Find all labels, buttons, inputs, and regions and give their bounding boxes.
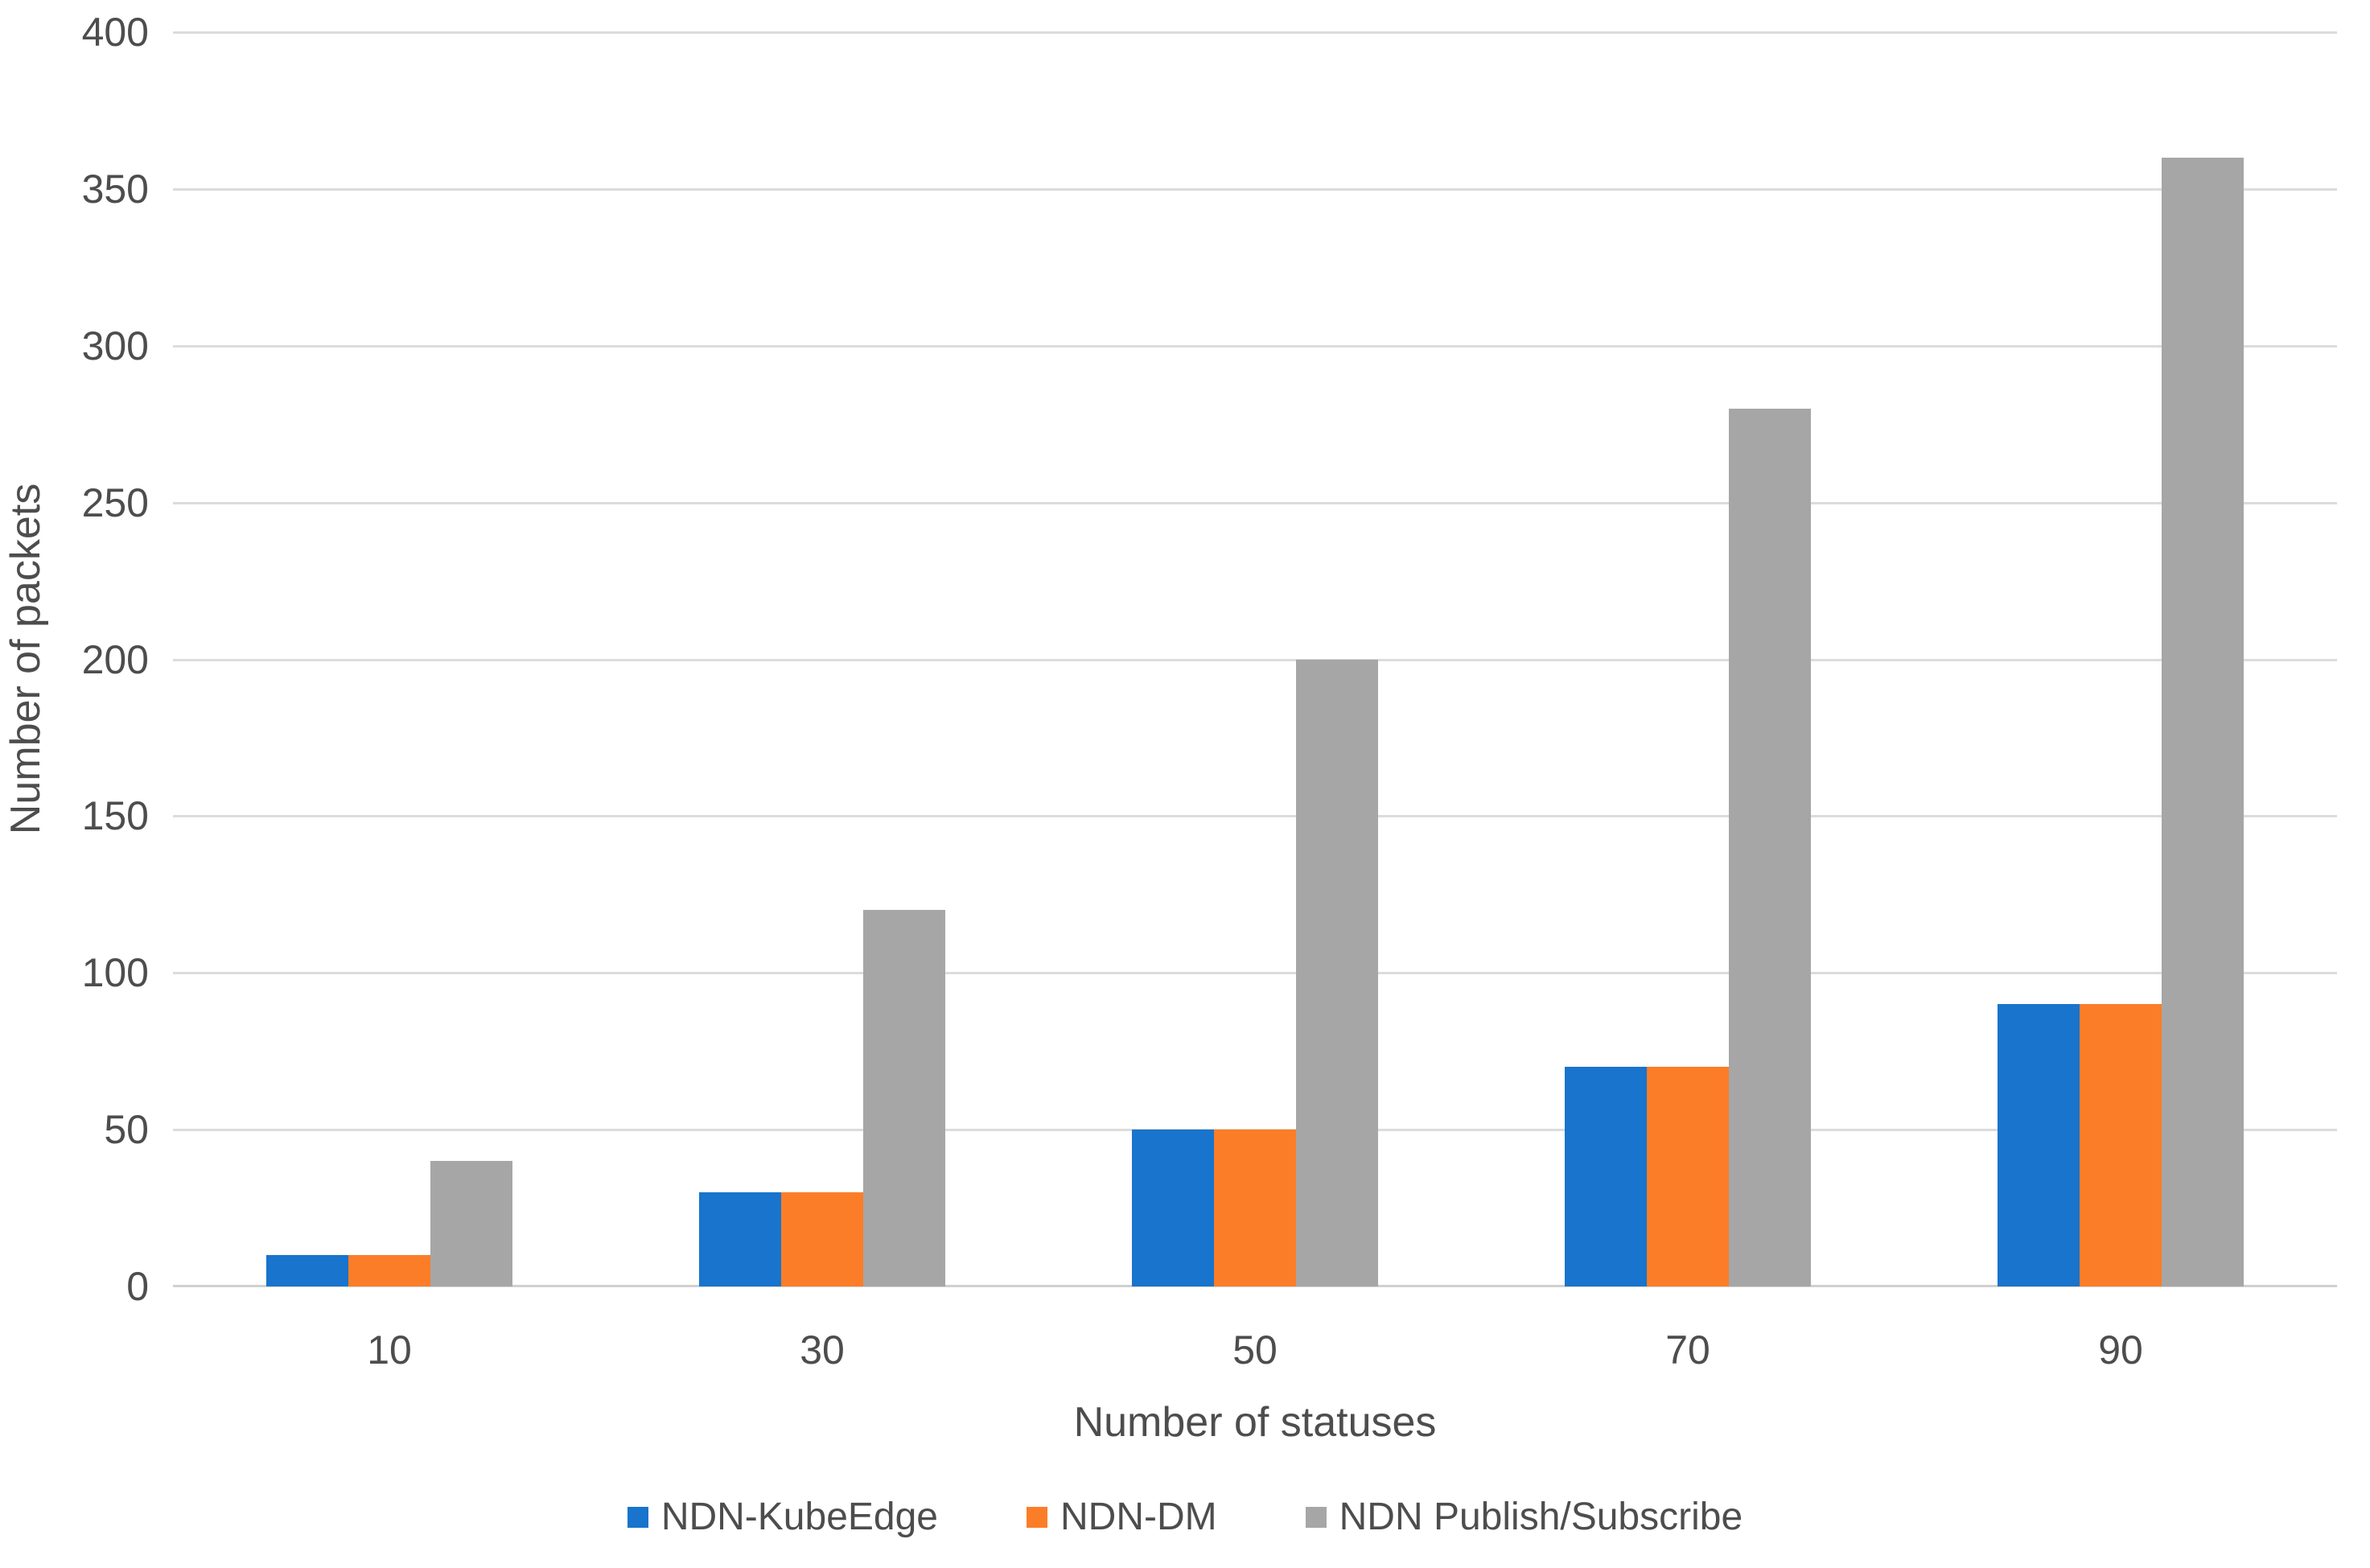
x-axis-title: Number of statuses [1073,1399,1437,1446]
gridline-y300 [173,344,2337,348]
bar-ndn-kubeedge-x50 [1132,1130,1214,1286]
y-tick-label-200: 200 [81,636,149,682]
x-tick-label-70: 70 [1665,1327,1710,1373]
bar-ndn-dm-x70 [1647,1067,1729,1286]
y-tick-label-350: 350 [81,166,149,212]
bar-ndn-publish-subscribe-x90 [2162,157,2244,1286]
legend-swatch-icon [1027,1506,1047,1528]
gridline-y350 [173,187,2337,191]
legend-swatch-icon [627,1506,648,1528]
bar-ndn-kubeedge-x30 [699,1192,781,1286]
bar-ndn-kubeedge-x10 [266,1255,348,1286]
y-tick-label-50: 50 [104,1107,149,1153]
bar-ndn-kubeedge-x90 [1998,1004,2080,1286]
gridline-y100 [173,972,2337,975]
y-tick-label-400: 400 [81,10,149,55]
bar-ndn-dm-x30 [781,1192,863,1286]
x-tick-label-50: 50 [1232,1327,1278,1373]
gridline-y200 [173,658,2337,661]
bar-ndn-publish-subscribe-x50 [1296,659,1378,1286]
y-tick-label-300: 300 [81,323,149,368]
bar-ndn-publish-subscribe-x70 [1729,408,1811,1286]
legend-label: NDN-KubeEdge [660,1496,938,1538]
y-tick-label-150: 150 [81,793,149,839]
legend-swatch-icon [1305,1506,1327,1528]
bar-ndn-dm-x90 [2080,1004,2162,1286]
bar-ndn-dm-x50 [1214,1130,1296,1286]
legend-item-ndn-publish-subscribe: NDN Publish/Subscribe [1305,1495,1743,1539]
legend: NDN-KubeEdge NDN-DM NDN Publish/Subscribe [0,1495,2370,1539]
legend-label: NDN Publish/Subscribe [1339,1496,1743,1538]
y-tick-label-100: 100 [81,950,149,996]
x-tick-label-10: 10 [367,1327,412,1373]
bar-ndn-dm-x10 [348,1255,430,1286]
x-tick-label-90: 90 [2098,1327,2143,1373]
y-tick-label-250: 250 [81,479,149,525]
legend-item-ndn-dm: NDN-DM [1027,1495,1217,1539]
y-tick-label-0: 0 [126,1264,149,1309]
gridline-y400 [173,31,2337,34]
gridline-y150 [173,815,2337,818]
plot-area [173,31,2337,1287]
bar-ndn-publish-subscribe-x30 [863,910,945,1286]
gridline-y250 [173,501,2337,504]
x-tick-label-30: 30 [800,1327,845,1373]
bar-ndn-publish-subscribe-x10 [430,1161,512,1286]
legend-item-ndn-kubeedge: NDN-KubeEdge [627,1495,938,1539]
bar-ndn-kubeedge-x70 [1565,1067,1647,1286]
legend-label: NDN-DM [1060,1496,1217,1538]
